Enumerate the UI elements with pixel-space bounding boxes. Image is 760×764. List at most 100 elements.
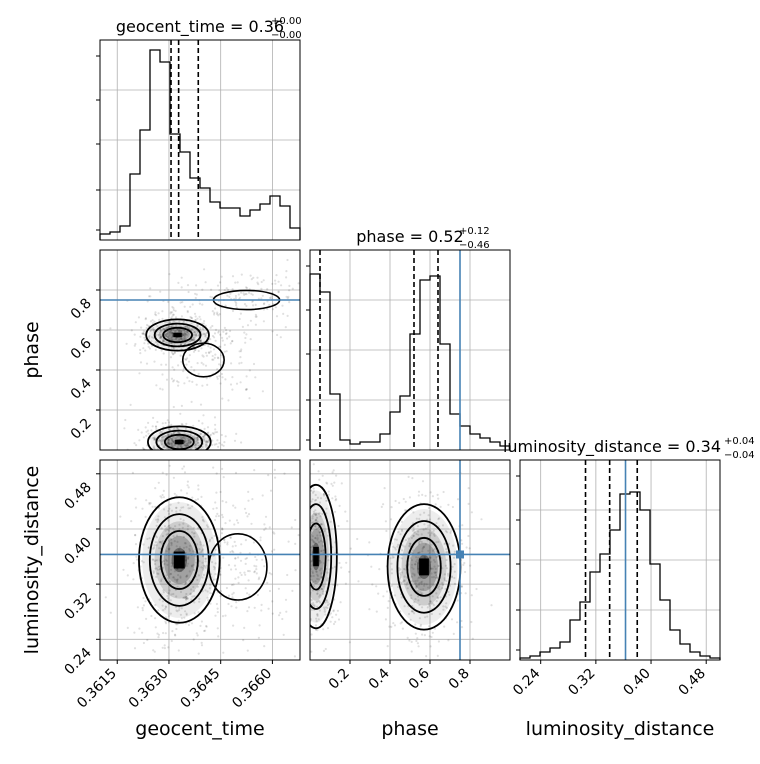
sample-point	[194, 436, 197, 439]
sample-point	[142, 330, 145, 333]
sample-point	[266, 581, 269, 584]
sample-point	[306, 501, 308, 503]
sample-point	[431, 595, 434, 598]
sample-point	[180, 329, 183, 332]
sample-point	[155, 575, 158, 579]
sample-point	[323, 529, 326, 533]
sample-point	[162, 328, 165, 331]
sample-point	[306, 596, 308, 598]
sample-point	[200, 453, 202, 455]
sample-point	[196, 437, 199, 440]
sample-point	[165, 335, 168, 338]
sample-point	[429, 645, 432, 648]
sample-point	[188, 451, 190, 453]
sample-point	[368, 608, 371, 611]
sample-point	[325, 507, 328, 510]
sample-point	[198, 443, 201, 446]
sample-point	[167, 509, 170, 513]
sample-point	[142, 561, 145, 564]
sample-point	[256, 276, 259, 279]
sample-point	[268, 296, 272, 299]
sample-point	[386, 645, 389, 648]
sample-point	[306, 502, 308, 504]
sample-point	[430, 567, 433, 570]
sample-point	[213, 332, 217, 335]
sample-point	[445, 548, 448, 551]
sample-point	[460, 619, 463, 623]
sample-point	[202, 332, 205, 335]
sample-point	[431, 549, 435, 552]
sample-point	[174, 338, 177, 341]
sample-point	[321, 523, 324, 526]
sample-point	[226, 541, 229, 544]
sample-point	[419, 540, 422, 543]
contour	[145, 318, 210, 352]
sample-point	[177, 619, 180, 622]
sample-point	[233, 564, 237, 567]
sample-point	[435, 592, 438, 595]
sample-point	[164, 607, 167, 610]
sample-point	[224, 378, 227, 381]
sample-point	[403, 579, 406, 582]
sample-point	[390, 568, 393, 571]
sample-point	[203, 629, 206, 633]
sample-point	[252, 541, 255, 544]
sample-point	[199, 318, 202, 321]
sample-point	[187, 623, 190, 627]
ylabel-phase: phase	[21, 321, 43, 378]
sample-point	[196, 634, 199, 637]
sample-point	[203, 268, 206, 271]
sample-point	[173, 321, 176, 324]
sample-point	[185, 575, 188, 578]
sample-point	[444, 587, 447, 591]
sample-point	[195, 446, 198, 449]
sample-point	[201, 516, 204, 519]
sample-point	[177, 281, 180, 284]
sample-point	[171, 453, 173, 455]
sample-point	[232, 591, 235, 595]
sample-point	[297, 642, 299, 644]
sample-point	[148, 334, 151, 338]
sample-point	[159, 430, 162, 433]
sample-point	[385, 590, 389, 593]
sample-point	[166, 332, 169, 335]
sample-point	[239, 571, 242, 574]
sample-point	[203, 343, 206, 347]
sample-point	[221, 500, 224, 503]
sample-point	[326, 579, 329, 582]
sample-point	[171, 353, 175, 356]
sample-point	[184, 324, 187, 328]
sample-point	[314, 512, 318, 516]
sample-point	[161, 458, 163, 460]
sample-point	[151, 558, 154, 561]
sample-point	[144, 339, 147, 342]
sample-point	[280, 284, 283, 287]
sample-point	[174, 443, 177, 446]
sample-point	[214, 328, 218, 331]
sample-point	[171, 453, 173, 455]
sample-point	[302, 546, 304, 548]
sample-point	[135, 558, 139, 561]
sample-point	[178, 338, 181, 341]
sample-point	[237, 521, 240, 524]
sample-point	[326, 451, 328, 453]
sample-point	[335, 301, 337, 303]
sample-point	[180, 404, 183, 407]
sample-point	[195, 334, 198, 337]
sample-point	[216, 313, 219, 316]
sample-point	[404, 539, 407, 542]
sample-point	[305, 512, 307, 514]
sample-point	[320, 561, 323, 564]
sample-point	[412, 511, 415, 514]
sample-point	[267, 474, 270, 477]
sample-point	[163, 525, 167, 528]
sample-point	[173, 342, 176, 346]
sample-point	[284, 598, 288, 601]
sample-point	[170, 324, 174, 327]
sample-point	[173, 330, 176, 333]
sample-point	[418, 617, 421, 620]
sample-point	[307, 593, 309, 595]
sample-point	[190, 322, 193, 325]
sample-point	[192, 338, 195, 341]
sample-point	[204, 335, 207, 338]
